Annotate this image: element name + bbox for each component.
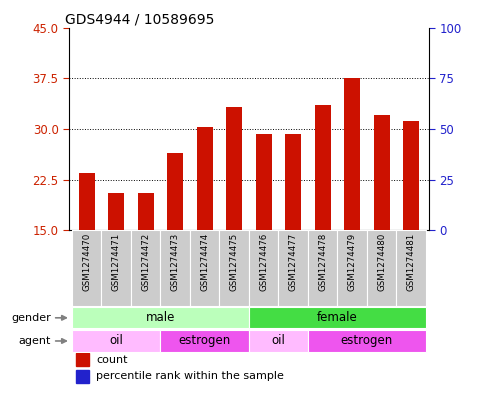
Bar xyxy=(318,230,327,305)
Text: GSM1274476: GSM1274476 xyxy=(259,233,268,291)
Bar xyxy=(72,307,249,329)
Text: estrogen: estrogen xyxy=(341,334,393,347)
Text: gender: gender xyxy=(11,313,51,323)
Bar xyxy=(219,230,249,306)
Bar xyxy=(407,230,415,308)
Text: GSM1274480: GSM1274480 xyxy=(377,233,386,291)
Bar xyxy=(167,152,183,230)
Bar xyxy=(230,230,238,308)
Text: GSM1274472: GSM1274472 xyxy=(141,233,150,291)
Text: GSM1274471: GSM1274471 xyxy=(112,233,121,291)
Bar xyxy=(374,116,390,230)
Bar xyxy=(279,230,308,306)
Bar xyxy=(308,331,426,352)
Bar xyxy=(403,121,420,230)
Bar xyxy=(315,105,331,230)
Bar xyxy=(102,230,131,306)
Text: male: male xyxy=(146,311,175,324)
Bar xyxy=(138,193,154,230)
Bar xyxy=(72,331,160,352)
Bar xyxy=(378,230,386,308)
Bar xyxy=(348,230,356,308)
Bar xyxy=(226,107,243,230)
Bar xyxy=(289,230,297,308)
Bar xyxy=(260,230,268,308)
Bar xyxy=(160,331,249,352)
Text: percentile rank within the sample: percentile rank within the sample xyxy=(96,371,284,381)
Bar xyxy=(190,230,219,306)
Bar xyxy=(83,230,91,311)
Text: GSM1274475: GSM1274475 xyxy=(230,233,239,291)
Bar xyxy=(160,230,190,306)
Bar xyxy=(112,230,120,308)
Bar xyxy=(308,230,338,306)
Bar xyxy=(249,230,279,306)
Text: oil: oil xyxy=(109,334,123,347)
Text: GSM1274478: GSM1274478 xyxy=(318,233,327,291)
Bar xyxy=(285,134,301,230)
Bar xyxy=(171,230,179,308)
Bar xyxy=(197,127,213,230)
Bar xyxy=(72,230,102,306)
Bar xyxy=(396,230,426,306)
Bar xyxy=(344,77,360,230)
Bar xyxy=(141,230,150,308)
Bar xyxy=(249,307,426,329)
Bar xyxy=(201,230,209,308)
Text: GSM1274470: GSM1274470 xyxy=(82,233,91,291)
Bar xyxy=(108,193,124,230)
Text: GDS4944 / 10589695: GDS4944 / 10589695 xyxy=(66,12,215,26)
Bar xyxy=(338,230,367,306)
Bar xyxy=(76,369,89,382)
Text: agent: agent xyxy=(19,336,51,346)
Text: GSM1274474: GSM1274474 xyxy=(200,233,209,291)
Bar xyxy=(78,173,95,230)
Bar xyxy=(367,230,396,306)
Text: GSM1274477: GSM1274477 xyxy=(289,233,298,291)
Bar xyxy=(131,230,160,306)
Text: female: female xyxy=(317,311,358,324)
Bar xyxy=(249,331,308,352)
Text: estrogen: estrogen xyxy=(178,334,231,347)
Bar xyxy=(76,353,89,366)
Text: count: count xyxy=(96,355,128,365)
Text: oil: oil xyxy=(272,334,285,347)
Text: GSM1274479: GSM1274479 xyxy=(348,233,357,290)
Bar xyxy=(255,134,272,230)
Text: GSM1274481: GSM1274481 xyxy=(407,233,416,291)
Text: GSM1274473: GSM1274473 xyxy=(171,233,180,291)
